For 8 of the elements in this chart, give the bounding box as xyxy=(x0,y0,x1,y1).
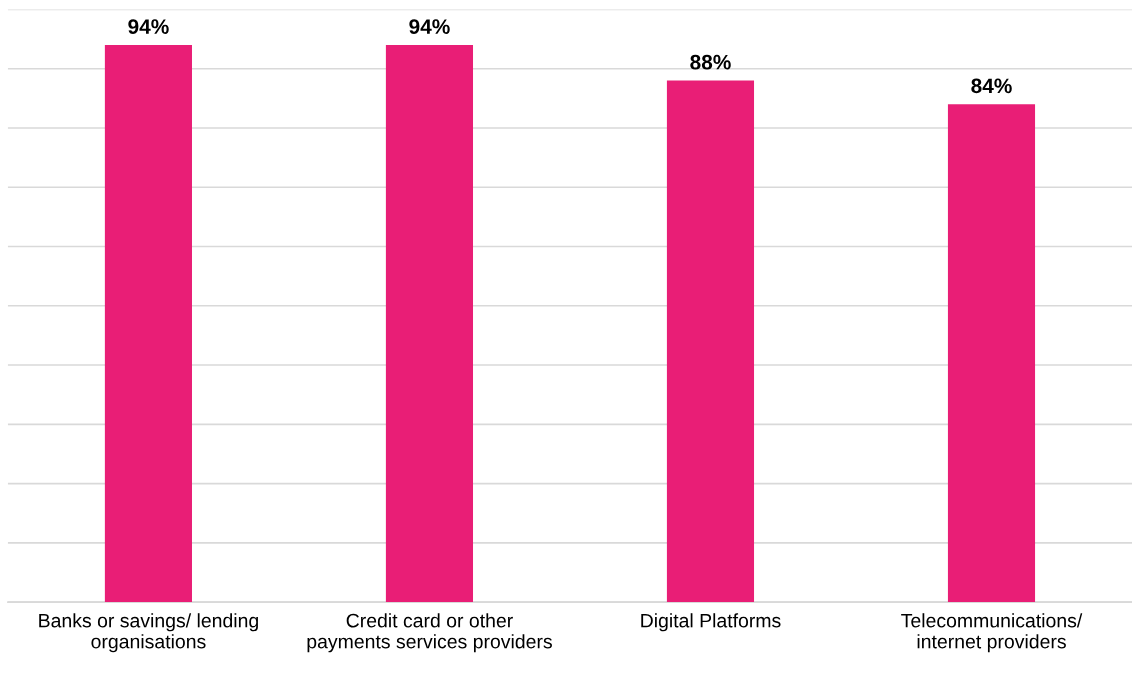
x-tick-label: Digital Platforms xyxy=(641,613,781,632)
data-label: 84% xyxy=(971,78,1012,94)
data-label: 94% xyxy=(409,19,450,34)
x-tick-label: Credit card or other payments services providers xyxy=(307,613,552,653)
x-tick-label: Banks or savings/ lending organisations xyxy=(39,613,258,653)
data-label: 94% xyxy=(128,19,169,34)
x-tick-label: Telecommunications/ internet providers xyxy=(901,613,1083,653)
data-label: 88% xyxy=(690,54,731,70)
